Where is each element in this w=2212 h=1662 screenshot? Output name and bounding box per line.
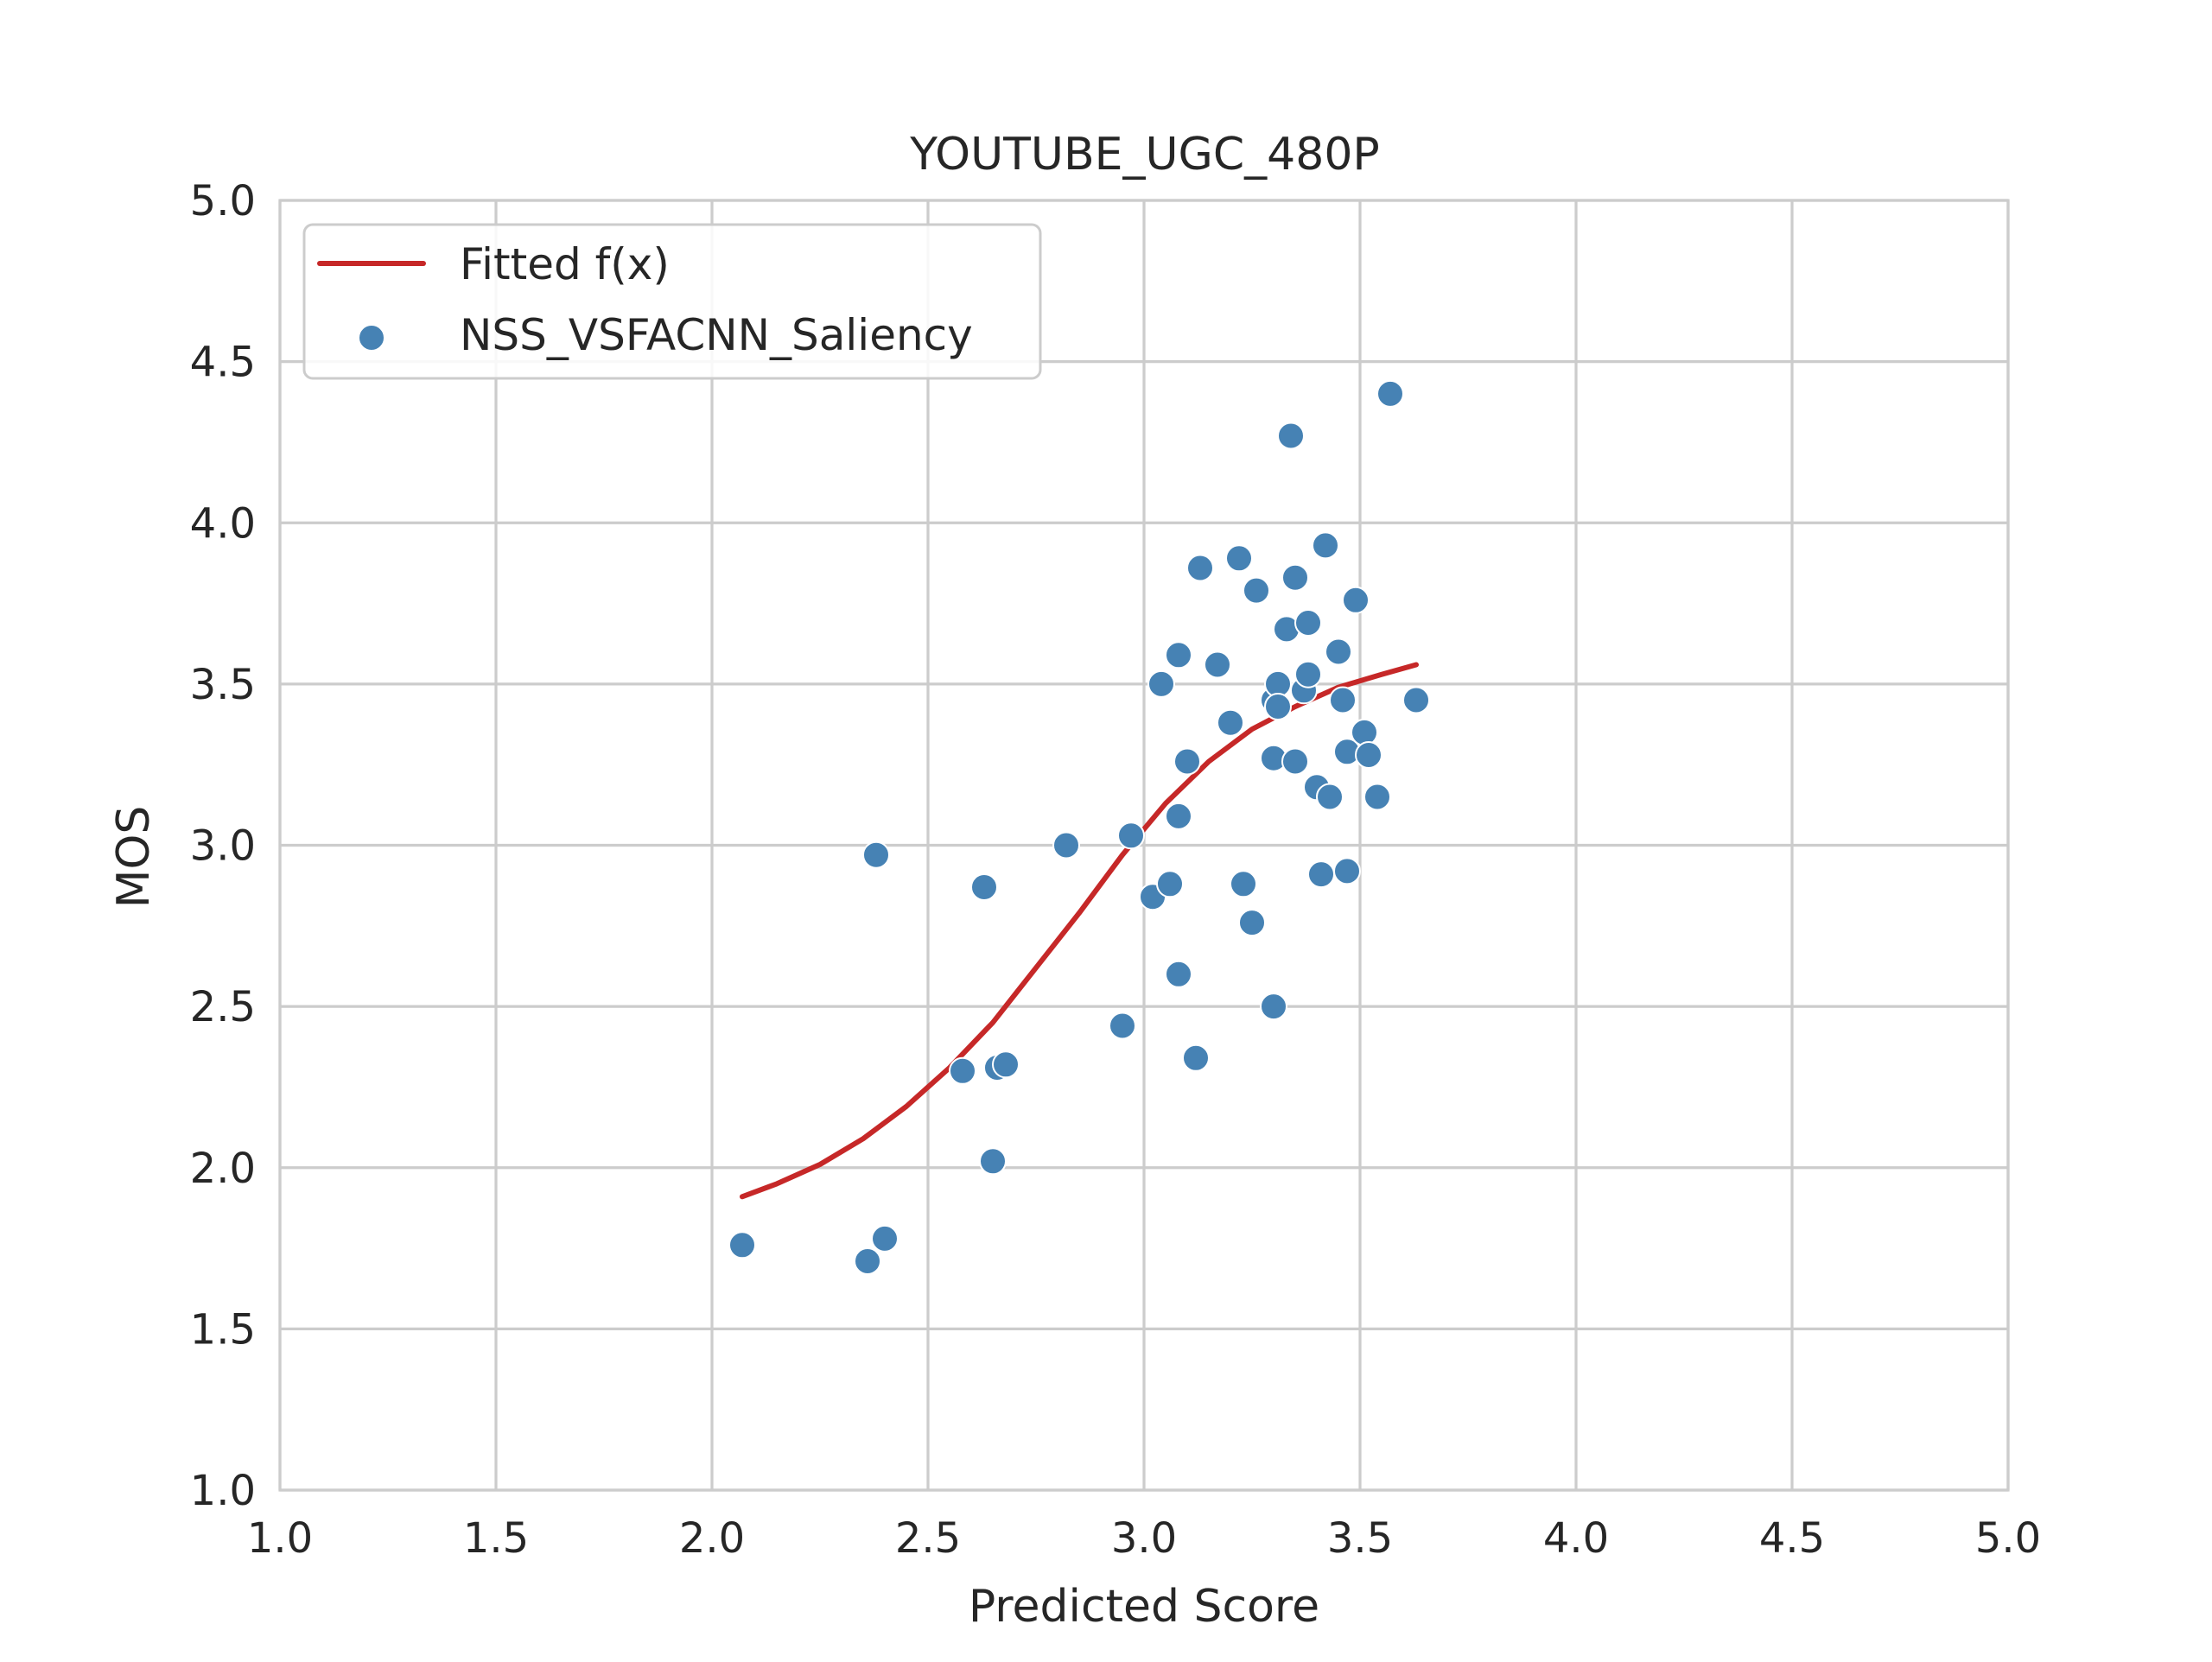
x-tick-label: 4.5 [1759,1514,1825,1563]
data-point [1294,660,1322,688]
data-point [1156,870,1184,898]
data-point [1307,860,1335,889]
data-point [1165,802,1192,830]
legend-label-scatter: NSS_VSFACNN_Saliency [460,310,973,360]
scatter-points [728,379,1430,1275]
x-tick-label: 2.5 [895,1514,961,1563]
data-point [1402,686,1430,714]
legend-box [302,223,1042,380]
data-point [1147,669,1175,698]
data-point [1204,650,1231,679]
data-point [854,1247,881,1275]
x-tick-label: 1.5 [463,1514,529,1563]
data-point [1243,576,1270,605]
data-point [1238,909,1266,937]
data-point [1109,1012,1136,1040]
y-tick-label: 5.0 [190,177,256,225]
y-tick-label: 2.0 [190,1145,256,1193]
y-tick-label: 2.5 [190,983,256,1031]
x-tick-label: 3.5 [1327,1514,1393,1563]
data-point [862,841,890,869]
data-point [1117,821,1145,850]
data-point [871,1224,899,1253]
data-point [992,1050,1020,1079]
data-point [1277,422,1305,450]
x-tick-labels: 1.0 1.5 2.0 2.5 3.0 3.5 4.0 4.5 5.0 [247,1514,2041,1563]
y-tick-label: 4.0 [190,499,256,548]
data-point [970,873,998,901]
chart-title: YOUTUBE_UGC_480P [909,129,1380,181]
y-tick-label: 4.5 [190,339,256,387]
data-point [1260,993,1287,1021]
data-point [949,1056,976,1085]
data-point [1217,708,1244,737]
data-point [1294,609,1322,637]
x-tick-label: 5.0 [1975,1514,2041,1563]
legend-label-fitted: Fitted f(x) [460,239,670,289]
data-point [1165,641,1192,669]
data-point [1052,831,1080,860]
data-point [1316,783,1344,811]
data-point [1376,379,1404,408]
data-point [728,1231,756,1259]
plot-frame [278,199,2010,1492]
data-point [1165,960,1192,988]
data-point [1325,638,1352,666]
y-tick-label: 1.0 [190,1467,256,1515]
data-point [1342,586,1370,614]
data-point [1225,544,1253,573]
x-axis-title: Predicted Score [969,1581,1319,1633]
legend-point-swatch [358,324,385,352]
y-tick-label: 1.5 [190,1305,256,1354]
data-point [1230,870,1257,898]
x-tick-label: 2.0 [679,1514,745,1563]
x-tick-label: 3.0 [1111,1514,1177,1563]
y-tick-labels: 1.0 1.5 2.0 2.5 3.0 3.5 4.0 4.5 5.0 [190,177,256,1515]
data-point [1312,531,1339,560]
x-tick-label: 4.0 [1543,1514,1609,1563]
y-tick-label: 3.5 [190,661,256,709]
y-tick-label: 3.0 [190,822,256,871]
legend: Fitted f(x) NSS_VSFACNN_Saliency [302,223,1042,380]
data-point [979,1147,1007,1176]
data-point [1355,741,1382,769]
data-point [1281,563,1309,592]
data-point [1351,718,1378,746]
data-point [1186,554,1214,582]
data-point [1182,1044,1210,1072]
data-point [1281,747,1309,776]
x-tick-label: 1.0 [247,1514,313,1563]
data-point [1333,857,1361,885]
data-point [1329,686,1357,714]
data-point [1173,747,1201,776]
data-point [1264,693,1292,720]
y-axis-title: MOS [108,806,160,909]
data-point [1363,783,1391,811]
